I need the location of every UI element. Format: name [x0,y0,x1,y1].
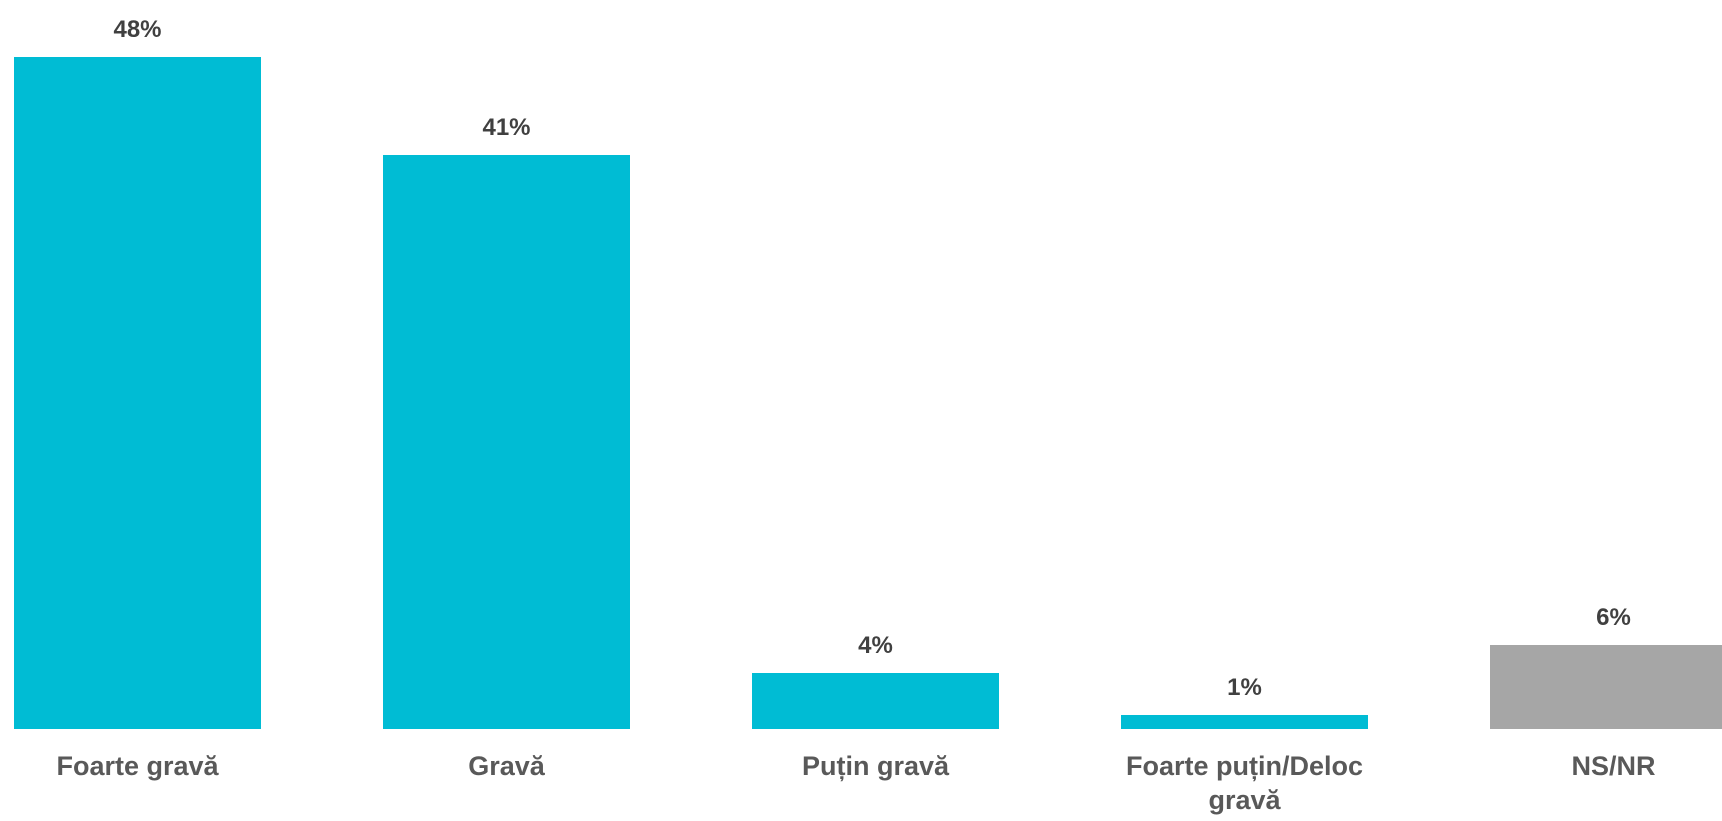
bar-4 [1121,715,1368,729]
category-labels-group: Foarte gravă Gravă Puțin gravă Foarte puțin… [56,751,1655,815]
category-label-5: NS/NR [1571,751,1655,781]
category-label-2: Gravă [468,751,546,781]
category-label-1: Foarte gravă [56,751,219,781]
bar-5 [1490,645,1722,729]
bars-group [14,57,1722,729]
bar-1 [14,57,261,729]
category-label-4: Foarte puțin/Deloc gravă [1126,751,1363,815]
value-label-2: 41% [482,114,530,141]
value-labels-group: 48% 41% 4% 1% 6% [113,16,1630,701]
value-label-5: 6% [1596,604,1631,631]
bar-3 [752,673,999,729]
value-label-3: 4% [858,632,893,659]
value-label-1: 48% [113,16,161,43]
value-label-4: 1% [1227,674,1262,701]
bar-2 [383,155,630,729]
category-label-3: Puțin gravă [802,751,950,781]
